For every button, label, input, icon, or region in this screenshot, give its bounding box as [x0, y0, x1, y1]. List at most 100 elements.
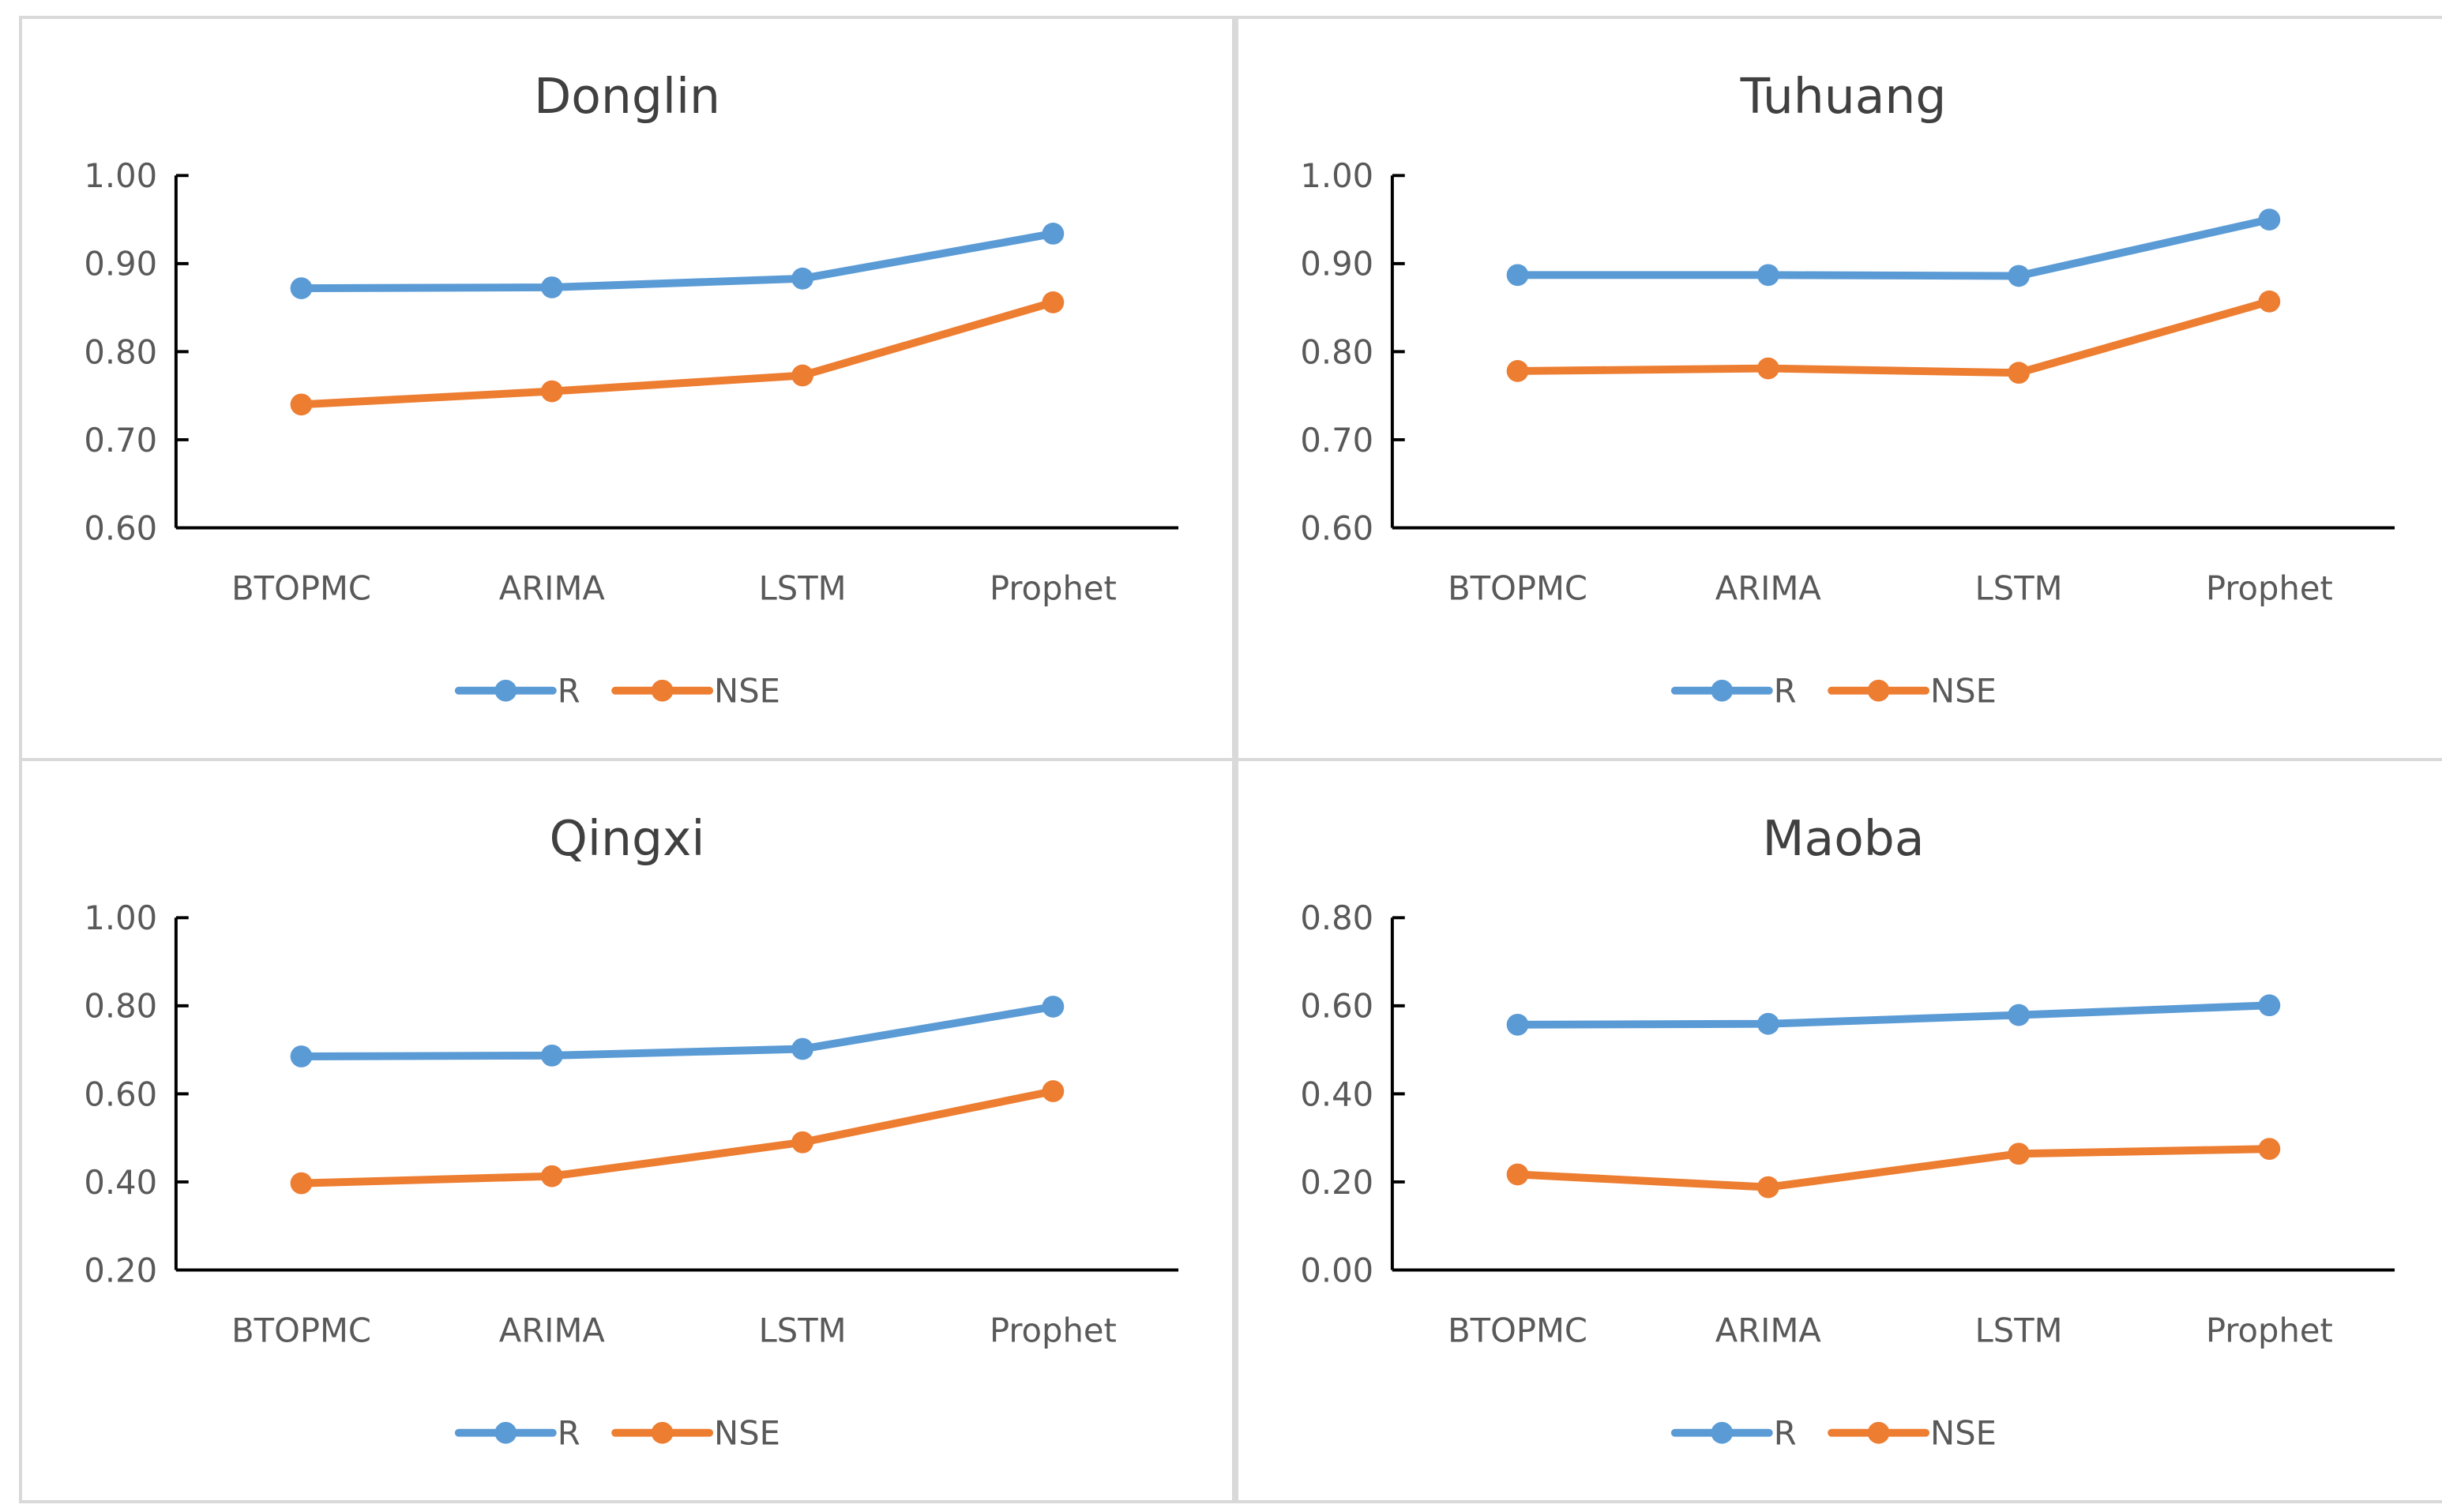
data-point-r: [1506, 264, 1529, 287]
y-tick-label: 0.90: [84, 245, 157, 283]
data-point-nse: [1756, 357, 1779, 380]
legend-label-nse: NSE: [714, 672, 780, 711]
y-tick-label: 0.70: [84, 421, 157, 460]
legend-label-r: R: [1774, 1414, 1797, 1453]
data-point-nse: [791, 364, 813, 387]
data-point-r: [791, 267, 813, 290]
y-tick-label: 0.80: [1300, 899, 1373, 937]
data-point-r: [1506, 1013, 1529, 1036]
legend-label-r: R: [558, 672, 580, 711]
y-tick-label: 0.40: [1300, 1075, 1373, 1113]
x-tick-label: ARIMA: [1715, 569, 1822, 608]
chart-panel-donglin: Donglin 0.60 0.70 0.80 0.90 1.00 BTOPMC ARIMA LS…: [19, 16, 1235, 761]
legend-label-r: R: [558, 1414, 580, 1453]
y-tick-label: 0.00: [1300, 1251, 1373, 1289]
x-tick-label: BTOPMC: [231, 1311, 371, 1350]
data-point-nse: [2258, 290, 2281, 313]
series-line-nse: [1513, 1145, 2274, 1191]
legend-marker-nse: [651, 1421, 674, 1444]
data-point-nse: [1042, 1080, 1065, 1102]
data-point-r: [1042, 996, 1065, 1018]
y-tick-label: 1.00: [1300, 156, 1373, 195]
data-point-r: [540, 1044, 563, 1067]
legend-marker-nse: [1867, 679, 1890, 702]
y-tick-label: 1.00: [84, 899, 157, 937]
y-tick-label: 1.00: [84, 156, 157, 195]
legend-marker-nse: [1867, 1421, 1890, 1444]
data-point-nse: [2258, 1138, 2281, 1160]
data-point-r: [2258, 208, 2281, 231]
data-point-nse: [2008, 362, 2030, 385]
series-line-r: [297, 1003, 1058, 1060]
x-tick-label: LSTM: [759, 569, 847, 608]
x-tick-label: BTOPMC: [1448, 1311, 1587, 1350]
x-tick-label: Prophet: [2206, 569, 2333, 608]
data-point-nse: [290, 1172, 313, 1195]
data-point-nse: [1506, 1163, 1529, 1186]
x-tick-label: Prophet: [2206, 1311, 2333, 1350]
legend-marker-nse: [651, 679, 674, 702]
chart-svg-qingxi: Qingxi 0.20 0.40 0.60 0.80 1.00 BTOPMC ARIMA LST…: [84, 811, 1179, 1453]
data-point-r: [2008, 1004, 2030, 1026]
chart-svg-donglin: Donglin 0.60 0.70 0.80 0.90 1.00 BTOPMC ARIMA LS…: [84, 69, 1179, 711]
legend-label-r: R: [1774, 672, 1797, 711]
data-point-r: [791, 1037, 813, 1060]
x-tick-label: LSTM: [759, 1311, 847, 1350]
data-point-r: [2008, 265, 2030, 287]
data-point-nse: [1506, 360, 1529, 382]
chart-panel-maoba: Maoba 0.00 0.20 0.40 0.60 0.80 BTOPMC ARIMA LSTM…: [1235, 758, 2442, 1503]
legend-marker-r: [1711, 1421, 1734, 1444]
chart-title-maoba: Maoba: [1763, 811, 1925, 867]
data-point-r: [290, 277, 313, 299]
legend-label-nse: NSE: [1930, 672, 1997, 711]
data-point-nse: [2008, 1142, 2030, 1165]
data-point-r: [540, 276, 563, 298]
series-line-r: [297, 229, 1058, 293]
x-tick-label: LSTM: [1975, 569, 2063, 608]
data-point-nse: [290, 393, 313, 416]
data-point-r: [2258, 994, 2281, 1017]
chart-svg-maoba: Maoba 0.00 0.20 0.40 0.60 0.80 BTOPMC ARIMA LSTM…: [1300, 811, 2395, 1453]
legend-label-nse: NSE: [714, 1414, 780, 1453]
series-line-r: [1513, 1001, 2274, 1029]
legend-label-nse: NSE: [1930, 1414, 1997, 1453]
series-line-nse: [1513, 297, 2274, 377]
y-tick-label: 0.90: [1300, 245, 1373, 283]
y-tick-label: 0.40: [84, 1163, 157, 1202]
y-tick-label: 0.80: [84, 987, 157, 1026]
chart-title-qingxi: Qingxi: [550, 811, 705, 867]
x-tick-label: ARIMA: [499, 1311, 606, 1350]
y-tick-label: 0.60: [84, 508, 157, 547]
y-tick-label: 0.60: [1300, 987, 1373, 1026]
x-tick-label: ARIMA: [1715, 1311, 1822, 1350]
y-tick-label: 0.60: [84, 1075, 157, 1113]
x-tick-label: BTOPMC: [1448, 569, 1587, 608]
chart-title-donglin: Donglin: [534, 69, 720, 125]
legend-marker-r: [494, 1421, 517, 1444]
y-tick-label: 0.20: [84, 1251, 157, 1289]
chart-panel-qingxi: Qingxi 0.20 0.40 0.60 0.80 1.00 BTOPMC ARIMA LST…: [19, 758, 1235, 1503]
series-line-nse: [297, 298, 1058, 409]
legend-marker-r: [1711, 679, 1734, 702]
data-point-nse: [540, 380, 563, 403]
x-tick-label: ARIMA: [499, 569, 606, 608]
data-point-nse: [1042, 291, 1065, 313]
series-line-nse: [297, 1087, 1058, 1187]
data-point-nse: [1756, 1176, 1779, 1199]
data-point-nse: [540, 1165, 563, 1187]
data-point-r: [290, 1045, 313, 1067]
y-tick-label: 0.20: [1300, 1163, 1373, 1202]
data-point-r: [1756, 264, 1779, 287]
x-tick-label: LSTM: [1975, 1311, 2063, 1350]
series-line-r: [1513, 216, 2274, 280]
y-tick-label: 0.80: [1300, 332, 1373, 371]
data-point-r: [1042, 223, 1065, 245]
chart-svg-tuhuang: Tuhuang 0.60 0.70 0.80 0.90 1.00 BTOPMC ARIMA LS…: [1300, 69, 2395, 711]
data-point-r: [1756, 1012, 1779, 1035]
chart-title-tuhuang: Tuhuang: [1740, 69, 1947, 125]
y-tick-label: 0.70: [1300, 421, 1373, 460]
y-tick-label: 0.60: [1300, 508, 1373, 547]
data-point-nse: [791, 1131, 813, 1154]
legend-marker-r: [494, 679, 517, 702]
